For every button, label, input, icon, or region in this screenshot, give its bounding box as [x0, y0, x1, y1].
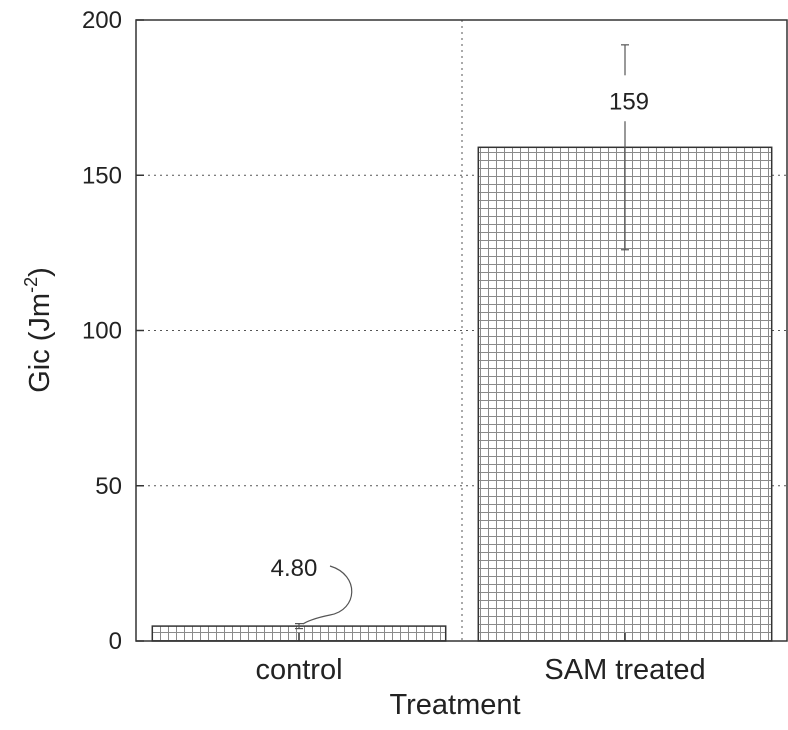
data-label-control: 4.80 — [271, 555, 318, 582]
y-tick-label: 0 — [109, 628, 122, 655]
y-axis-title-close: ) — [24, 267, 56, 277]
y-ticks: 0 50 100 150 200 — [82, 7, 144, 655]
error-bars — [295, 44, 629, 630]
data-label-sam-treated: 159 — [609, 88, 649, 115]
y-tick-label: 200 — [82, 7, 122, 34]
y-axis-title-superscript: -2 — [21, 277, 41, 293]
grid — [136, 20, 788, 641]
leader-line — [302, 565, 353, 625]
x-category-label: SAM treated — [544, 654, 705, 686]
y-axis-title: Gic (Jm-2) — [21, 267, 56, 393]
y-axis-title-base: Gic (Jm — [24, 293, 56, 393]
y-tick-label: 50 — [95, 473, 122, 500]
y-tick-label: 150 — [82, 162, 122, 189]
x-category-labels: control SAM treated — [255, 633, 706, 686]
data-labels: 4.80 159 — [271, 88, 649, 625]
y-tick-label: 100 — [82, 318, 122, 345]
x-axis-title: Treatment — [389, 689, 520, 721]
x-category-label: control — [255, 654, 342, 686]
